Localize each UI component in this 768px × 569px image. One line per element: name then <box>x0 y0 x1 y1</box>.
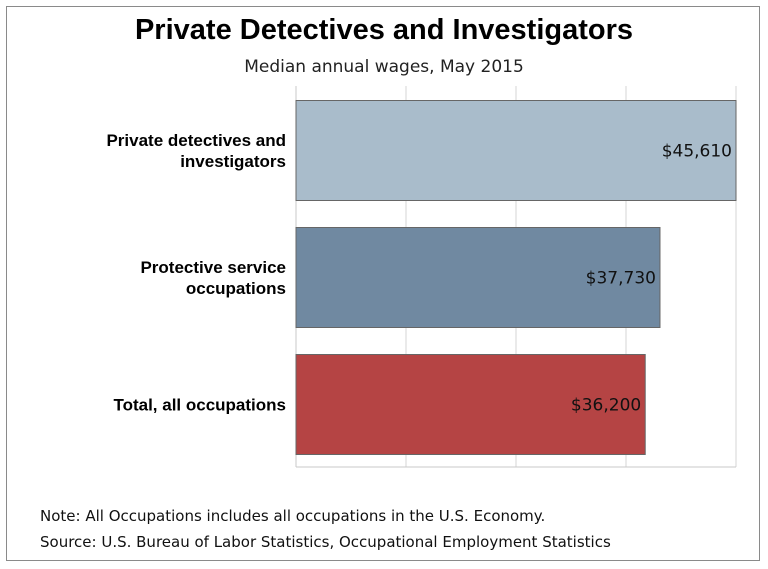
value-label-1: $37,730 <box>586 269 656 289</box>
chart-title: Private Detectives and Investigators <box>134 14 634 46</box>
value-label-2: $36,200 <box>571 396 641 416</box>
category-label-2-0: Total, all occupations <box>113 396 286 415</box>
chart-subtitle: Median annual wages, May 2015 <box>244 57 524 77</box>
chart-note: Note: All Occupations includes all occup… <box>40 507 546 525</box>
category-label-1-0: Protective service <box>140 258 286 277</box>
bar-1 <box>295 227 661 328</box>
category-label-0-1: investigators <box>180 152 286 171</box>
chart-source: Source: U.S. Bureau of Labor Statistics,… <box>40 533 611 551</box>
category-label-0-0: Private detectives and <box>106 131 286 150</box>
bar-2 <box>295 354 646 455</box>
bar-0 <box>295 100 737 201</box>
value-label-0: $45,610 <box>662 142 732 162</box>
category-label-1-1: occupations <box>186 279 286 298</box>
